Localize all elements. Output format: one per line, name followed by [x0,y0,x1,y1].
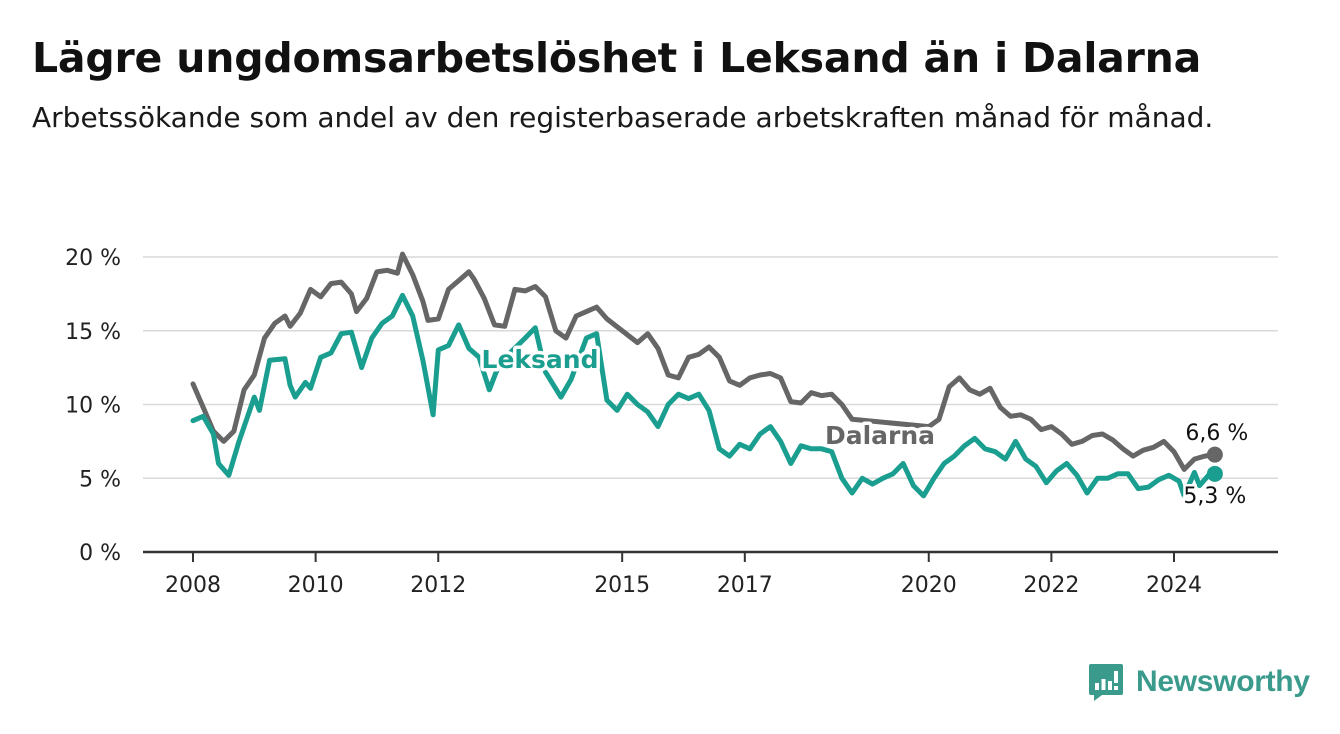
series-line-dalarna [190,251,1218,472]
x-tick-label: 2012 [410,573,466,598]
series-label-dalarna: Dalarna [825,421,935,450]
end-dot-leksand [1206,465,1223,482]
line-chart: 0 %5 %10 %15 %20 % 2008 2010 2012 2015 2017 2… [65,246,1278,598]
y-tick-label: 10 % [65,394,121,419]
page-title: Lägre ungdomsarbetslöshet i Leksand än i… [32,34,1202,82]
newsworthy-logo-icon [1089,664,1123,701]
y-tick-label: 5 % [79,467,121,492]
x-tick-label: 2015 [594,573,650,598]
page-subtitle: Arbetssökande som andel av den registerb… [32,101,1214,134]
end-value-label-dalarna: 6,6 % [1185,421,1248,446]
y-tick-label: 15 % [65,320,121,345]
x-tick-label: 2008 [165,573,221,598]
y-tick-label: 0 % [79,541,121,566]
grid-lines [143,256,1278,554]
x-tick-label: 2020 [901,573,957,598]
y-axis-ticks: 0 % 5 % 10 % 15 % 20 % [65,246,121,566]
newsworthy-logo[interactable]: Newsworthy [1088,660,1310,704]
end-dot-dalarna [1206,446,1223,463]
x-tick-label: 2017 [717,573,773,598]
x-tick-label: 2024 [1146,573,1202,598]
series-label-leksand: Leksand [482,345,599,374]
brand-name: Newsworthy [1136,665,1310,698]
x-tick-label: 2022 [1023,573,1079,598]
x-tick-label: 2010 [288,573,344,598]
series-lines [190,251,1223,499]
end-value-label-leksand: 5,3 % [1183,484,1246,509]
series-labels: Leksand Dalarna 6,6 % 5,3 % [478,342,1251,512]
series-line-leksand [190,292,1218,499]
x-axis-ticks: 2008 2010 2012 2015 2017 2020 2022 2024 [165,552,1202,598]
y-tick-label: 20 % [65,246,121,271]
